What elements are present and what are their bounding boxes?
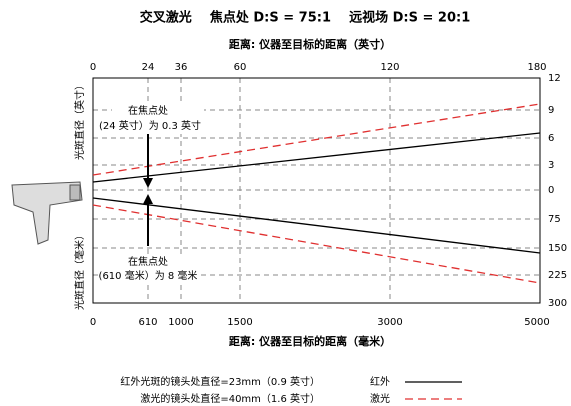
ir-upper [93,133,540,182]
right-tick-label: 9 [548,105,554,116]
right-tick-label: 0 [548,185,554,196]
right-tick-label: 300 [548,298,567,309]
right-tick-label: 75 [548,214,561,225]
arrow-head [143,178,153,188]
top-tick-label: 120 [380,62,399,73]
top-tick-label: 0 [90,62,96,73]
annotation: 在焦点处 [128,104,168,117]
bottom-tick-label: 1000 [168,317,193,328]
bottom-axis-label: 距离: 仪器至目标的距离（毫米） [229,334,391,348]
top-tick-label: 180 [527,62,546,73]
bottom-tick-label: 1500 [227,317,252,328]
annotation: (610 毫米）为 8 毫米 [99,269,198,282]
annotation: 在焦点处 [128,255,168,268]
right-tick-label: 225 [548,270,567,281]
bottom-tick-label: 610 [138,317,157,328]
legend-name: 红外 [370,375,390,388]
diagram: 交叉激光 焦点处 D:S = 75:1 远视场 D:S = 20:1 距离: 仪… [0,0,571,406]
thermometer-icon [12,182,82,244]
ir-lower [93,198,540,253]
right-tick-label: 150 [548,243,567,254]
right-tick-label: 3 [548,160,554,171]
top-tick-label: 36 [175,62,188,73]
right-tick-label: 6 [548,133,554,144]
bottom-tick-label: 5000 [524,317,549,328]
annotation: (24 英寸）为 0.3 英寸 [99,119,201,132]
top-axis-label: 距离: 仪器至目标的距离（英寸） [229,37,391,51]
bottom-tick-label: 0 [90,317,96,328]
lower-y-label: 光斑直径（毫米） [73,230,86,310]
legend-name: 激光 [370,392,390,405]
arrow-head [143,194,153,204]
top-tick-label: 60 [234,62,247,73]
upper-y-label: 光斑直径（英寸） [73,80,86,160]
right-tick-label: 12 [548,73,561,84]
legend-text: 红外光斑的镜头处直径=23mm（0.9 英寸） [120,375,320,388]
legend-text: 激光的镜头处直径=40mm（1.6 英寸） [140,392,320,405]
title: 交叉激光 焦点处 D:S = 75:1 远视场 D:S = 20:1 [140,10,471,26]
bottom-tick-label: 3000 [377,317,402,328]
top-tick-label: 24 [142,62,155,73]
